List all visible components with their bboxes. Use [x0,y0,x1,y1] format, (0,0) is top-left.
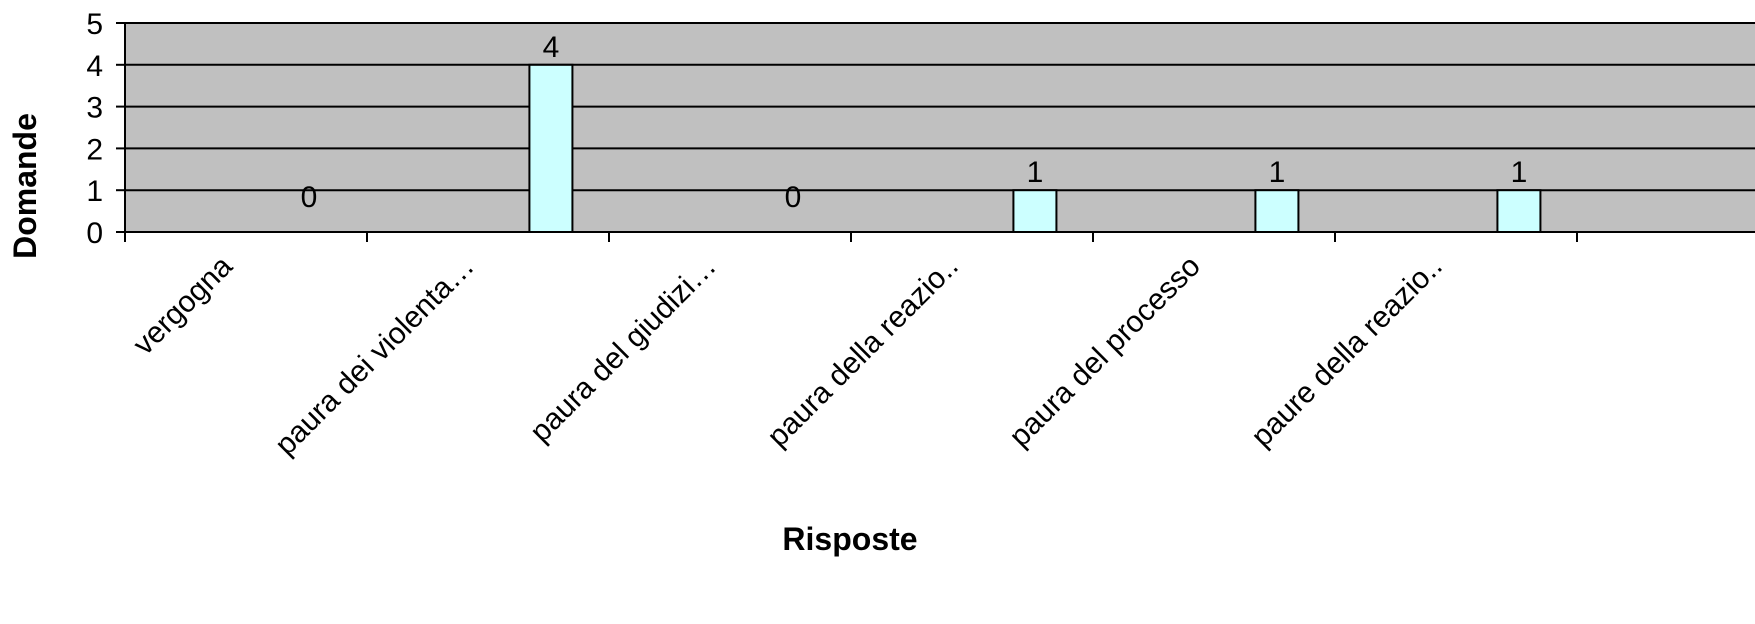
bars [528,63,1542,233]
y-tick-label: 3 [86,92,103,125]
bar [1012,189,1058,233]
x-axis-title: Risposte [782,521,917,557]
data-label: 1 [1269,156,1286,189]
y-tick-label: 2 [86,133,103,166]
y-tick-label: 0 [86,217,103,250]
data-label: 4 [543,31,560,64]
axes [124,23,1755,233]
y-tick-label: 4 [86,50,103,83]
y-ticks: 0 1 2 3 4 5 [86,8,125,250]
x-tick-label: vergogna [127,249,239,361]
bar [528,63,574,233]
x-tick-label: paura del giudizi… [524,250,723,449]
data-label: 1 [1027,156,1044,189]
data-label: 0 [785,181,802,214]
gridlines [125,22,1755,192]
y-tick-label: 5 [86,8,103,41]
y-tick-label: 1 [86,175,103,208]
data-label: 1 [1511,156,1528,189]
x-ticks: vergogna paura dei violenta… paura del giu… [124,232,1578,462]
x-tick-label: paura della reazio.. [761,250,965,454]
data-label: 0 [301,181,318,214]
plot-area [125,23,1755,232]
data-labels: 0 4 0 1 1 1 [301,31,1528,214]
x-tick-label: paura del processo [1003,250,1207,454]
y-axis-title: Domande [7,113,43,259]
bar [1496,189,1542,233]
x-tick-label: paura dei violenta… [269,250,481,462]
x-tick-label: paure della reazio.. [1245,250,1449,454]
bar [1254,189,1300,233]
